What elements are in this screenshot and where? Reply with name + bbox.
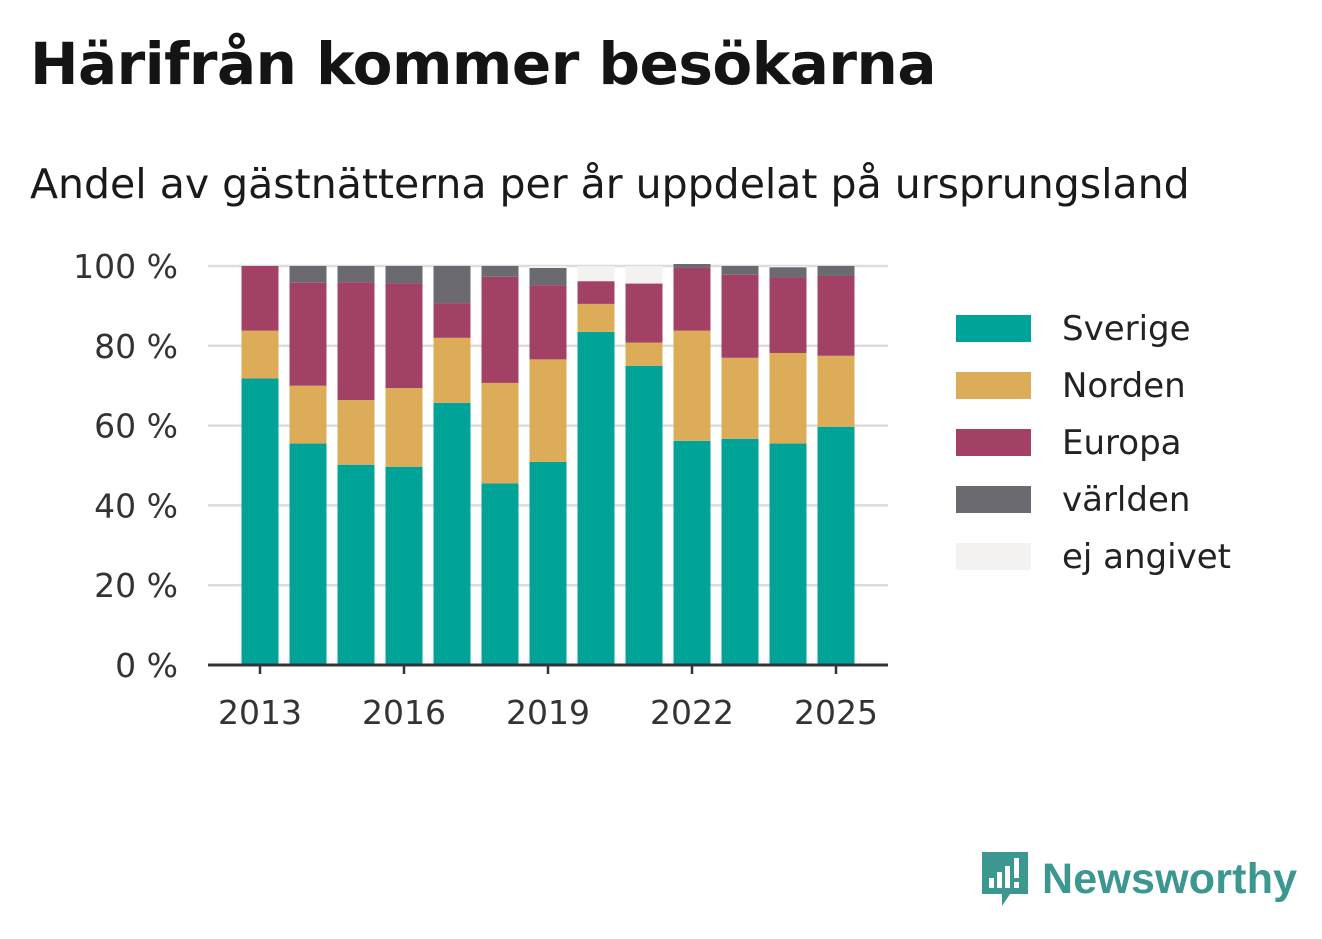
bar-segment-Europa-2022 [673,267,711,331]
legend-item-ej-angivet: ej angivet [956,528,1231,585]
chart-title: Härifrån kommer besökarna [30,30,936,98]
bar-segment-Europa-2020 [577,281,615,304]
bar-segment-Norden-2014 [289,385,327,444]
bar-segment-Sverige-2015 [337,464,375,665]
bar-segment-ej-angivet-2019 [529,266,567,268]
y-tick-label: 80 % [94,327,178,366]
bar-segment-Sverige-2017 [433,402,471,665]
bar-segment-Sverige-2019 [529,461,567,665]
legend-label: Sverige [1062,308,1191,349]
bar-segment-Sverige-2022 [673,440,711,665]
bar-segment-världen-2022 [673,264,711,268]
y-tick-label: 20 % [94,566,178,605]
bar-segment-Norden-2023 [721,357,759,439]
bar-segment-Norden-2015 [337,400,375,465]
bar-segment-Europa-2017 [433,303,471,338]
bar-segment-Sverige-2014 [289,443,327,665]
legend-item-världen: världen [956,471,1231,528]
newsworthy-brand: Newsworthy [980,848,1297,910]
bar-segment-Sverige-2021 [625,365,663,665]
legend: Sverige Norden Europa världen ej angivet [956,300,1231,585]
bar-segment-Sverige-2020 [577,331,615,665]
legend-item-Norden: Norden [956,357,1231,414]
x-tick-label: 2022 [650,693,734,732]
bar-segment-Norden-2013 [241,330,279,379]
bar-segment-Norden-2022 [673,330,711,441]
bar-segment-världen-2024 [769,267,807,278]
bar-segment-världen-2016 [385,266,423,284]
legend-item-Sverige: Sverige [956,300,1231,357]
newsworthy-logo-icon [982,852,1028,906]
legend-swatch [956,315,1031,342]
bar-segment-Sverige-2024 [769,443,807,665]
bar-segment-Sverige-2016 [385,466,423,665]
bar-segment-världen-2017 [433,266,471,304]
bar-segment-Europa-2021 [625,283,663,343]
x-tick-label: 2019 [506,693,590,732]
y-tick-label: 40 % [94,486,178,525]
x-tick-label: 2025 [794,693,878,732]
bar-segment-Norden-2016 [385,388,423,467]
bar-segment-Europa-2024 [769,277,807,353]
bar-segment-Norden-2024 [769,352,807,444]
bar-segment-Norden-2019 [529,359,567,462]
bar-segment-Europa-2015 [337,282,375,401]
legend-swatch [956,372,1031,399]
bar-segment-Norden-2020 [577,303,615,332]
x-tick-label: 2013 [218,693,302,732]
bar-segment-Europa-2025 [817,275,855,356]
legend-label: Europa [1062,422,1182,463]
legend-swatch [956,543,1031,570]
bar-segment-Norden-2025 [817,355,855,427]
bar-segment-Europa-2016 [385,283,423,389]
bar-segment-Norden-2021 [625,342,663,366]
brand-name: Newsworthy [1042,854,1298,903]
bar-segment-Norden-2017 [433,337,471,403]
chart-subtitle: Andel av gästnätterna per år uppdelat på… [30,160,1190,208]
bar-segment-Europa-2018 [481,276,519,383]
legend-item-Europa: Europa [956,414,1231,471]
bar-segment-ej-angivet-2020 [577,266,615,282]
legend-label: Norden [1062,365,1186,406]
bar-segment-Europa-2013 [241,266,279,331]
bar-segment-världen-2025 [817,266,855,276]
bar-segment-Europa-2023 [721,274,759,358]
legend-swatch [956,486,1031,513]
bar-segment-världen-2018 [481,266,519,277]
bar-segment-Sverige-2018 [481,483,519,665]
legend-swatch [956,429,1031,456]
y-tick-label: 100 % [73,247,178,286]
legend-label: ej angivet [1062,536,1231,577]
axes: 0 % 20 % 40 % 60 % 80 % 100 % 2013 2016 2019 2022… [73,247,888,732]
bar-segment-Norden-2018 [481,382,519,484]
y-tick-label: 60 % [94,407,178,446]
bar-segment-världen-2014 [289,266,327,283]
bar-segment-Europa-2019 [529,285,567,360]
bar-segment-ej-angivet-2021 [625,266,663,284]
bars [241,264,855,665]
bar-segment-världen-2015 [337,266,375,283]
bar-segment-Sverige-2013 [241,378,279,665]
y-tick-label: 0 % [115,646,178,685]
x-tick-label: 2016 [362,693,446,732]
bar-segment-Sverige-2023 [721,438,759,665]
bar-segment-ej-angivet-2024 [769,266,807,268]
bar-segment-världen-2019 [529,267,567,286]
bar-segment-Sverige-2025 [817,426,855,665]
bar-segment-världen-2023 [721,266,759,275]
bar-segment-Europa-2014 [289,282,327,386]
legend-label: världen [1062,479,1191,520]
